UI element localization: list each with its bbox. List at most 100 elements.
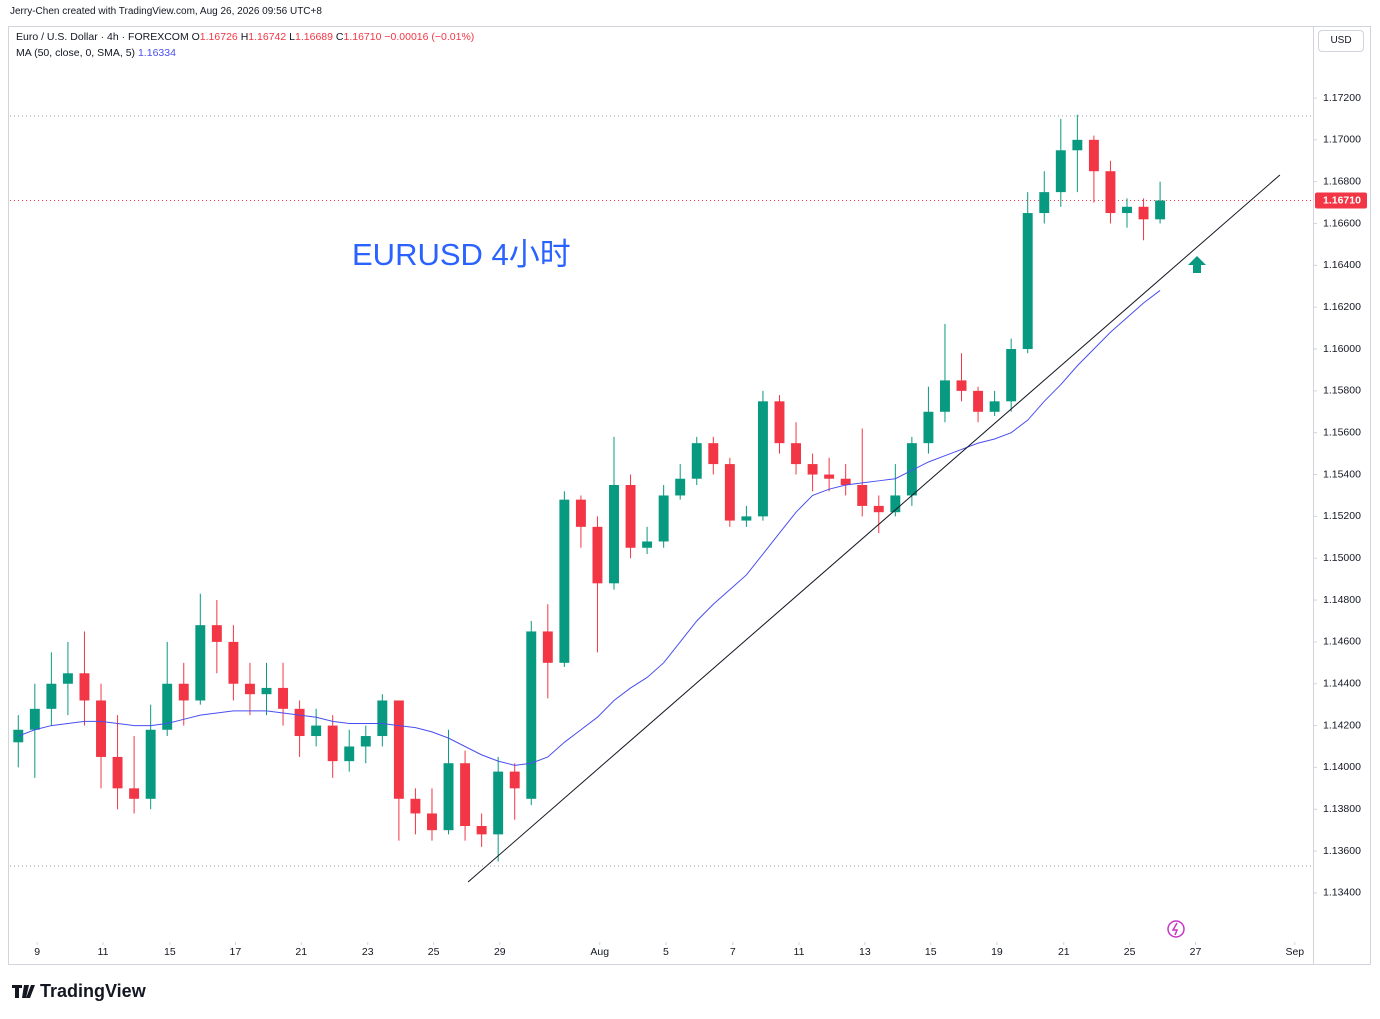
candle-body — [129, 788, 140, 799]
candle-body — [526, 631, 537, 799]
x-tick-label: Aug — [590, 946, 609, 958]
candle-body — [575, 499, 586, 527]
candle-body — [873, 505, 884, 513]
last-price-label: 1.16710 — [1323, 194, 1361, 206]
ohlc-value: 1.16710 — [343, 31, 382, 43]
x-tick-label: 17 — [230, 946, 242, 958]
candle-body — [791, 443, 802, 465]
candle-body — [625, 485, 636, 548]
ohlc-value: 1.16726 — [199, 31, 238, 43]
ma-legend: MA (50, close, 0, SMA, 5) 1.16334 — [16, 47, 176, 59]
candle-body — [79, 673, 90, 701]
candle-body — [62, 673, 73, 684]
candle-body — [757, 401, 768, 517]
candle-body — [145, 729, 156, 799]
candle-body — [360, 736, 371, 747]
y-tick-label: 1.13800 — [1323, 803, 1361, 815]
candle-body — [112, 756, 123, 789]
y-tick-label: 1.17000 — [1323, 134, 1361, 146]
x-tick-label: 7 — [730, 946, 736, 958]
ma-value: 1.16334 — [137, 47, 176, 59]
x-tick-label: 23 — [362, 946, 374, 958]
candle-body — [178, 683, 189, 701]
candle-body — [211, 625, 222, 642]
candle-body — [1072, 139, 1083, 151]
currency-button[interactable]: USD — [1318, 30, 1364, 52]
symbol-legend: Euro / U.S. Dollar · 4h · FOREXCOM O1.16… — [16, 31, 474, 43]
candle-body — [840, 478, 851, 485]
x-tick-label: 25 — [1124, 946, 1136, 958]
candle-body — [542, 631, 553, 663]
last-price-tag — [1315, 192, 1367, 209]
y-tick-label: 1.14200 — [1323, 719, 1361, 731]
candle-body — [311, 725, 322, 737]
candle-body — [228, 641, 239, 684]
candle-body — [195, 625, 206, 701]
candle-body — [476, 825, 487, 835]
candle-body — [443, 763, 454, 831]
candle-body — [261, 687, 272, 695]
candle-body — [890, 495, 901, 513]
candle-body — [427, 813, 437, 831]
y-tick-label: 1.13600 — [1323, 845, 1361, 857]
x-tick-label: 25 — [428, 946, 440, 958]
candle-body — [493, 771, 504, 835]
annotation: EURUSD 4小时 — [352, 237, 571, 272]
x-tick-label: 13 — [859, 946, 871, 958]
candle-body — [46, 683, 57, 709]
y-tick-label: 1.16200 — [1323, 301, 1361, 313]
candle-body — [410, 798, 421, 814]
y-tick-label: 1.14600 — [1323, 636, 1361, 648]
y-tick-label: 1.15200 — [1323, 510, 1361, 522]
y-tick-label: 1.16000 — [1323, 343, 1361, 355]
candle-body — [327, 725, 338, 762]
y-tick-label: 1.14400 — [1323, 678, 1361, 690]
candle-body — [956, 380, 967, 391]
y-tick-label: 1.15600 — [1323, 426, 1361, 438]
alert-icon[interactable] — [1167, 920, 1185, 938]
y-tick-label: 1.15800 — [1323, 385, 1361, 397]
arrow-icon — [1188, 256, 1206, 273]
candle-body — [1088, 139, 1099, 172]
ma-label: MA (50, close, 0, SMA, 5) — [16, 47, 136, 59]
x-tick-label: 11 — [794, 946, 805, 958]
x-tick-label: 19 — [991, 946, 1003, 958]
ohlc-label: C — [335, 31, 344, 43]
x-tick-label: Sep — [1285, 946, 1304, 958]
change: −0.00016 (−0.01%) — [384, 31, 475, 43]
candle-body — [675, 478, 686, 496]
credit: Jerry-Chen created with TradingView.com,… — [10, 6, 322, 17]
candle-body — [1039, 192, 1050, 214]
y-tick-label: 1.13400 — [1323, 887, 1361, 899]
x-tick-label: 15 — [164, 946, 176, 958]
x-tick-label: 27 — [1190, 946, 1202, 958]
candle-body — [973, 390, 984, 412]
candle-body — [1138, 206, 1149, 220]
candle-body — [1006, 349, 1017, 402]
y-tick-label: 1.14800 — [1323, 594, 1361, 606]
candle-body — [741, 516, 752, 521]
x-tick-label: 11 — [98, 946, 109, 958]
candle-body — [1122, 206, 1132, 214]
candle-body — [162, 683, 173, 730]
candle-body — [294, 708, 305, 737]
ohlc-label: O — [191, 31, 200, 43]
ohlc-value: 1.16742 — [248, 31, 287, 43]
x-tick-label: 5 — [663, 946, 669, 958]
candle-body — [691, 443, 702, 479]
chart-frame — [8, 26, 1371, 965]
ohlc-label: L — [289, 31, 296, 43]
candle-body — [824, 474, 835, 479]
candle-body — [460, 763, 471, 826]
candle-body — [393, 700, 404, 799]
x-tick-label: 21 — [295, 946, 307, 958]
y-tick-label: 1.16600 — [1323, 217, 1361, 229]
candle-body — [708, 443, 719, 465]
x-tick-label: 29 — [494, 946, 506, 958]
candle-body — [989, 401, 1000, 412]
symbol: Euro / U.S. Dollar · 4h · FOREXCOM — [16, 31, 189, 43]
candle-body — [724, 464, 735, 521]
brand-logo — [12, 985, 35, 998]
candle-body — [559, 499, 570, 663]
